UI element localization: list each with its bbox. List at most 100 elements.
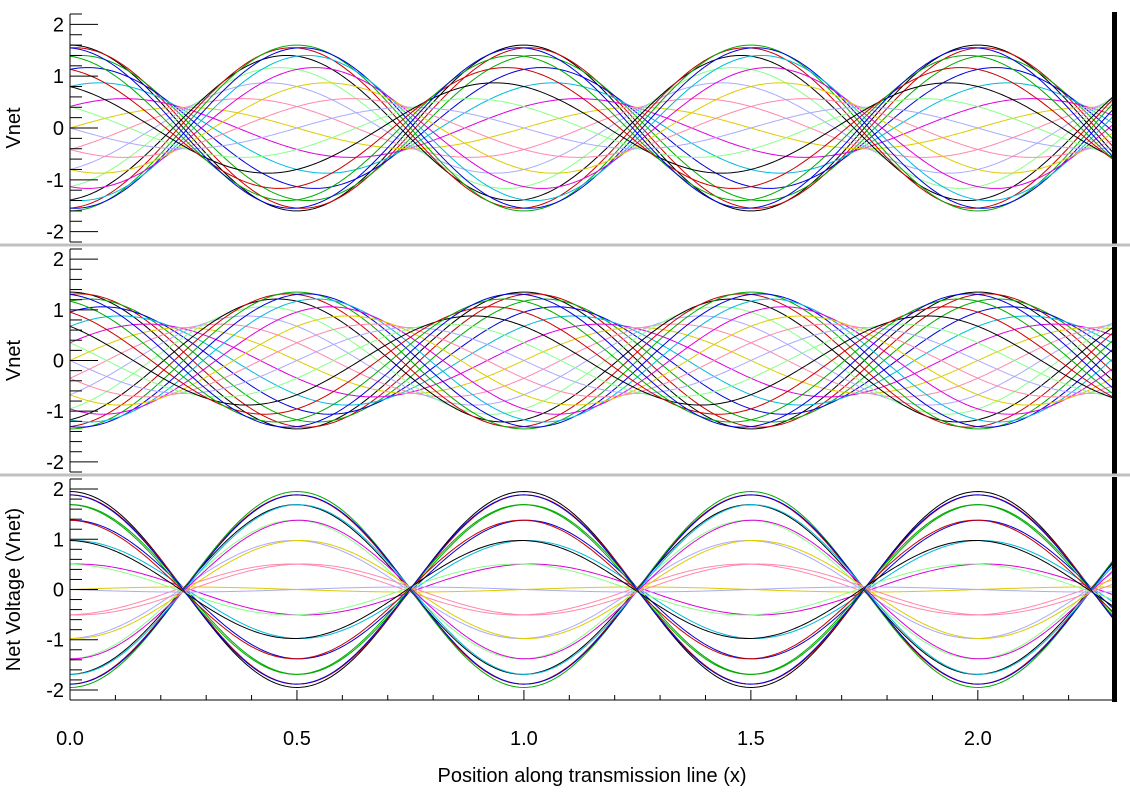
series-line-22 [70,306,1114,415]
x-axis-title: Position along transmission line (x) [437,765,746,787]
x-tick-label: 1.0 [510,728,538,750]
y-tick-label: 2 [53,479,64,501]
series-line-13 [70,491,1114,688]
load-end-bar [1112,12,1117,244]
series-line-19 [70,106,1114,150]
series-line-10 [70,519,1114,660]
series-line-21 [70,539,1114,640]
series-group [70,291,1114,430]
series-line-20 [70,563,1114,616]
series-line-17 [70,539,1114,640]
y-tick-label: 0 [53,351,64,373]
series-line-14 [70,494,1114,685]
series-line-3 [70,298,1114,423]
y-tick-label: 2 [53,249,64,271]
series-group [70,44,1114,212]
series-line-2 [70,47,1114,209]
series-line-12 [70,293,1114,428]
load-end-bar [1112,247,1117,474]
x-tick-label: 0.0 [56,728,84,750]
series-line-15 [70,504,1114,675]
y-tick-label: -2 [46,680,64,702]
y-tick-label: 1 [53,300,64,322]
series-line-24 [70,494,1114,685]
y-tick-label: 1 [53,66,64,88]
series-line-4 [70,306,1114,415]
y-tick-label: 0 [53,118,64,140]
series-line-3 [70,504,1114,675]
series-line-12 [70,494,1114,685]
y-axis-title: Vnet [3,339,25,381]
series-line-8 [70,323,1114,398]
series-line-18 [70,98,1114,158]
series-line-1 [70,44,1114,212]
series-line-9 [70,315,1114,406]
series-line-2 [70,293,1114,428]
series-line-5 [70,82,1114,174]
series-line-18 [70,323,1114,398]
y-axis-title: Net Voltage (Vnet) [3,508,25,671]
series-line-16 [70,67,1114,189]
series-line-9 [70,82,1114,174]
series-line-9 [70,539,1114,640]
series-line-23 [70,504,1114,675]
series-line-1 [70,491,1114,688]
series-line-18 [70,563,1114,616]
series-line-15 [70,54,1114,202]
panel-1: 2 1 0 -1 -2 Vnet [3,12,1117,244]
series-line-6 [70,563,1114,616]
series-line-7 [70,586,1114,593]
panel-separator-2 [0,473,1130,477]
series-line-4 [70,67,1114,189]
series-line-3 [70,54,1114,202]
series-group [70,491,1114,688]
series-line-13 [70,44,1114,212]
series-line-14 [70,293,1114,428]
y-tick-label: -1 [46,170,64,192]
y-tick-label: -1 [46,630,64,652]
panel-2: 2 1 0 -1 -2 Vnet [3,247,1117,474]
series-line-13 [70,291,1114,430]
series-line-5 [70,539,1114,640]
x-tick-label: 2.0 [964,728,992,750]
series-line-16 [70,306,1114,415]
series-line-11 [70,54,1114,202]
series-line-7 [70,327,1114,394]
series-line-21 [70,82,1114,174]
series-line-17 [70,82,1114,174]
series-line-24 [70,293,1114,428]
panel-separator-1 [0,243,1130,247]
series-line-22 [70,67,1114,189]
series-line-7 [70,106,1114,150]
series-line-24 [70,47,1114,209]
series-line-6 [70,323,1114,398]
load-end-bar [1112,477,1117,702]
y-tick-label: 1 [53,529,64,551]
series-line-19 [70,586,1114,593]
y-tick-label: 2 [53,14,64,36]
series-line-15 [70,298,1114,423]
series-line-4 [70,519,1114,660]
y-tick-label: -2 [46,452,64,474]
y-tick-label: -1 [46,401,64,423]
y-axis-title: Vnet [3,107,25,149]
panel-3: 2 1 0 -1 -2 Net Voltage (Vnet) 0.0 0.5 1.0 1.5 2.0… [3,477,1117,787]
series-line-20 [70,98,1114,158]
series-line-14 [70,47,1114,209]
x-tick-label: 1.5 [737,728,765,750]
series-line-19 [70,327,1114,394]
series-line-21 [70,315,1114,406]
series-line-23 [70,54,1114,202]
series-line-5 [70,315,1114,406]
series-line-6 [70,98,1114,158]
series-line-22 [70,519,1114,660]
series-line-10 [70,67,1114,189]
series-line-10 [70,306,1114,415]
y-tick-label: 0 [53,580,64,602]
series-line-11 [70,504,1114,675]
series-line-2 [70,494,1114,685]
series-line-17 [70,315,1114,406]
series-line-8 [70,563,1114,616]
